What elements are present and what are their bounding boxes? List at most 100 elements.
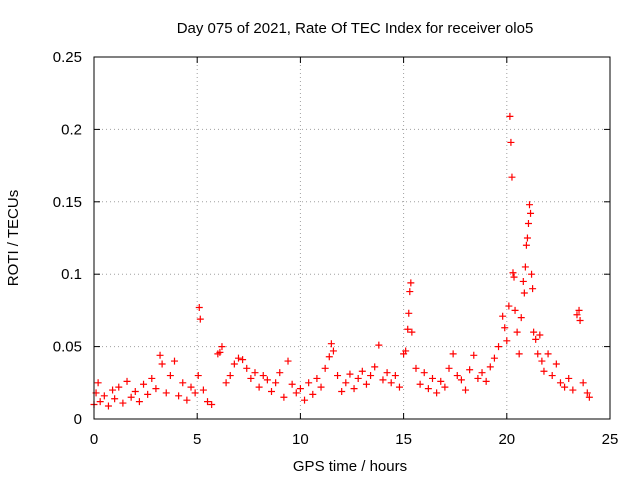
data-point bbox=[510, 273, 518, 281]
data-point bbox=[565, 374, 573, 382]
data-point bbox=[191, 389, 199, 397]
grid-lines bbox=[94, 57, 610, 419]
data-point bbox=[301, 396, 309, 404]
data-point bbox=[317, 383, 325, 391]
data-point bbox=[395, 383, 403, 391]
data-point bbox=[338, 387, 346, 395]
data-point bbox=[111, 395, 119, 403]
data-point bbox=[503, 337, 511, 345]
data-point bbox=[520, 289, 528, 297]
data-point bbox=[358, 367, 366, 375]
data-point bbox=[420, 369, 428, 377]
data-point bbox=[362, 380, 370, 388]
data-point bbox=[449, 350, 457, 358]
data-point bbox=[548, 372, 556, 380]
data-point bbox=[405, 309, 413, 317]
data-point bbox=[532, 335, 540, 343]
data-point bbox=[474, 374, 482, 382]
data-point bbox=[538, 357, 546, 365]
data-point bbox=[404, 325, 412, 333]
data-point bbox=[424, 385, 432, 393]
data-point bbox=[305, 379, 313, 387]
data-point bbox=[346, 370, 354, 378]
data-point bbox=[490, 354, 498, 362]
data-point bbox=[216, 348, 224, 356]
data-point bbox=[433, 389, 441, 397]
data-point bbox=[329, 347, 337, 355]
data-point bbox=[162, 389, 170, 397]
x-axis-label: GPS time / hours bbox=[293, 458, 407, 475]
data-point bbox=[371, 363, 379, 371]
data-point bbox=[313, 374, 321, 382]
data-point bbox=[453, 372, 461, 380]
data-point bbox=[144, 390, 152, 398]
data-point bbox=[148, 374, 156, 382]
x-tick-label: 10 bbox=[292, 431, 309, 448]
data-point bbox=[127, 393, 135, 401]
data-point bbox=[375, 341, 383, 349]
data-point bbox=[263, 376, 271, 384]
y-axis-label: ROTI / TECUs bbox=[5, 190, 22, 286]
data-point bbox=[569, 386, 577, 394]
data-point bbox=[416, 380, 424, 388]
data-point bbox=[556, 379, 564, 387]
data-point bbox=[513, 328, 521, 336]
data-point bbox=[540, 367, 548, 375]
data-point bbox=[462, 386, 470, 394]
data-point bbox=[199, 386, 207, 394]
data-point bbox=[156, 351, 164, 359]
data-point bbox=[573, 311, 581, 319]
data-point bbox=[247, 374, 255, 382]
data-point bbox=[529, 285, 537, 293]
data-point bbox=[499, 312, 507, 320]
data-point bbox=[195, 304, 203, 312]
chart-title: Day 075 of 2021, Rate Of TEC Index for r… bbox=[177, 20, 534, 37]
data-point bbox=[544, 350, 552, 358]
data-point bbox=[115, 383, 123, 391]
data-point bbox=[391, 372, 399, 380]
data-point bbox=[505, 302, 513, 310]
data-point bbox=[140, 380, 148, 388]
data-point bbox=[94, 379, 102, 387]
data-point bbox=[407, 279, 415, 287]
data-point bbox=[466, 366, 474, 374]
y-tick-label: 0.1 bbox=[61, 266, 82, 283]
data-point bbox=[412, 364, 420, 372]
data-point bbox=[135, 398, 143, 406]
data-point bbox=[350, 385, 358, 393]
data-point bbox=[309, 390, 317, 398]
x-tick-label: 15 bbox=[395, 431, 412, 448]
y-tick-label: 0 bbox=[74, 411, 82, 428]
data-point bbox=[406, 288, 414, 296]
data-point bbox=[521, 263, 529, 271]
y-tick-labels: 0 0.05 0.1 0.15 0.2 0.25 bbox=[53, 49, 82, 428]
data-point bbox=[530, 328, 538, 336]
data-point bbox=[552, 360, 560, 368]
data-point bbox=[166, 372, 174, 380]
data-point bbox=[575, 306, 583, 314]
data-point bbox=[119, 399, 127, 407]
data-point bbox=[495, 343, 503, 351]
x-tick-label: 5 bbox=[193, 431, 201, 448]
data-point bbox=[334, 372, 342, 380]
data-point bbox=[506, 112, 514, 120]
data-point bbox=[175, 392, 183, 400]
data-point bbox=[517, 314, 525, 322]
data-point bbox=[437, 377, 445, 385]
data-point bbox=[383, 369, 391, 377]
data-point bbox=[226, 372, 234, 380]
data-point bbox=[325, 353, 333, 361]
data-point bbox=[402, 347, 410, 355]
data-point bbox=[194, 372, 202, 380]
data-point bbox=[230, 360, 238, 368]
data-point bbox=[528, 270, 536, 278]
data-point bbox=[519, 277, 527, 285]
axis-ticks bbox=[93, 56, 611, 420]
data-point bbox=[428, 374, 436, 382]
data-point bbox=[255, 383, 263, 391]
y-tick-label: 0.15 bbox=[53, 194, 82, 211]
data-point bbox=[170, 357, 178, 365]
data-point bbox=[243, 364, 251, 372]
data-point bbox=[268, 387, 276, 395]
x-tick-labels: 0 5 10 15 20 25 bbox=[90, 431, 619, 448]
